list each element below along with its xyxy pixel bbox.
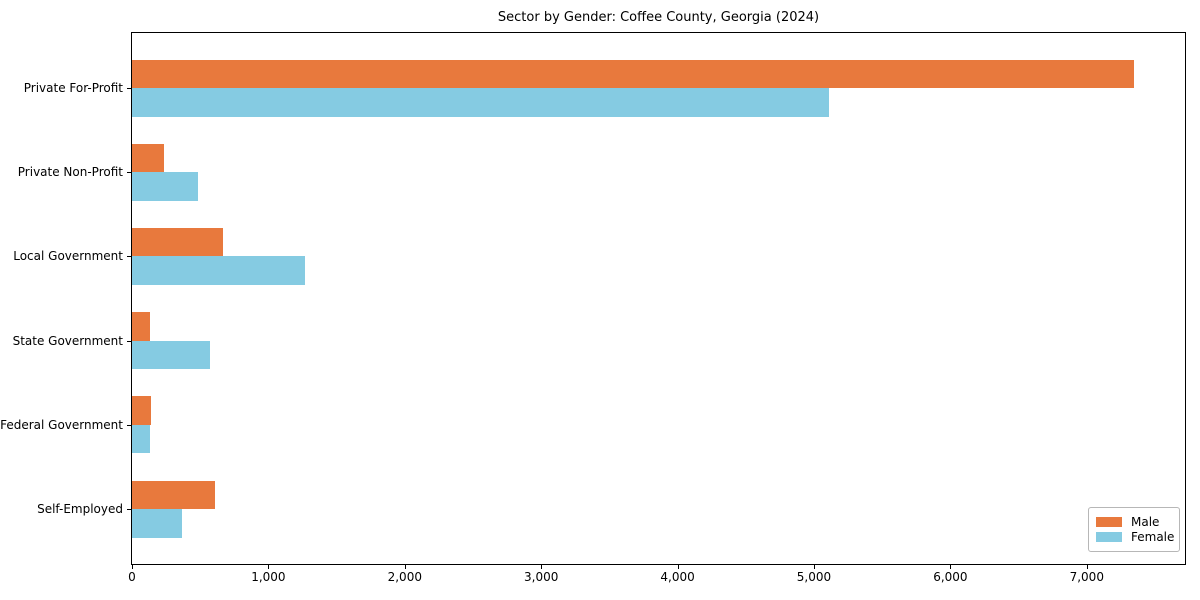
- y-tick-mark: [127, 172, 131, 174]
- y-tick-mark: [127, 340, 131, 342]
- x-tick-label-3000: 3,000: [524, 570, 559, 584]
- x-tick-label-2000: 2,000: [387, 570, 422, 584]
- y-tick-mark: [127, 509, 131, 510]
- bar-female-state-government: [132, 340, 210, 370]
- y-tick-label-state-government: State Government: [12, 333, 123, 348]
- bar-female-federal-government: [132, 424, 150, 454]
- legend: Male Female: [1088, 507, 1180, 552]
- legend-label-female: Female: [1131, 530, 1175, 544]
- legend-label-male: Male: [1131, 515, 1160, 529]
- bar-female-local-government: [132, 256, 306, 285]
- x-tick-label-5000: 5,000: [796, 570, 832, 584]
- legend-entry-female: Female: [1096, 530, 1175, 544]
- y-tick-label-federal-government: Federal Government: [0, 417, 123, 432]
- bar-male-local-government: [132, 227, 223, 257]
- x-tick-mark: [132, 565, 133, 569]
- y-tick-label-self-employed: Self-Employed: [37, 502, 123, 516]
- bar-male-self-employed: [132, 480, 215, 509]
- bar-male-private-for-profit: [132, 59, 1134, 88]
- x-tick-label-0: 0: [128, 570, 136, 584]
- x-tick-label-1000: 1,000: [251, 570, 286, 584]
- x-tick-mark: [950, 565, 952, 569]
- x-tick-mark: [1086, 565, 1088, 569]
- x-tick-mark: [404, 565, 406, 569]
- x-tick-mark: [677, 565, 679, 569]
- plot-area: Male Female: [131, 32, 1186, 565]
- y-tick-label-private-for-profit: Private For-Profit: [23, 81, 123, 95]
- bar-male-federal-government: [132, 396, 152, 425]
- x-tick-label-4000: 4,000: [660, 570, 695, 584]
- bar-male-private-non-profit: [132, 143, 165, 173]
- bar-male-state-government: [132, 312, 150, 341]
- y-tick-label-local-government: Local Government: [13, 249, 123, 264]
- legend-entry-male: Male: [1096, 516, 1172, 528]
- x-tick-mark: [541, 565, 543, 569]
- bar-female-private-for-profit: [132, 88, 829, 117]
- x-tick-mark: [813, 565, 815, 569]
- bar-female-self-employed: [132, 509, 182, 538]
- chart-title: Sector by Gender: Coffee County, Georgia…: [497, 10, 820, 25]
- legend-swatch-female: [1096, 532, 1122, 542]
- legend-swatch-male: [1096, 517, 1122, 527]
- bar-female-private-non-profit: [132, 172, 199, 201]
- y-tick-mark: [127, 88, 131, 89]
- x-tick-mark: [268, 565, 270, 569]
- y-tick-mark: [127, 256, 131, 258]
- x-tick-label-7000: 7,000: [1069, 570, 1104, 584]
- y-tick-label-private-non-profit: Private Non-Profit: [17, 165, 123, 180]
- x-tick-label-6000: 6,000: [933, 570, 968, 584]
- y-tick-mark: [127, 424, 131, 426]
